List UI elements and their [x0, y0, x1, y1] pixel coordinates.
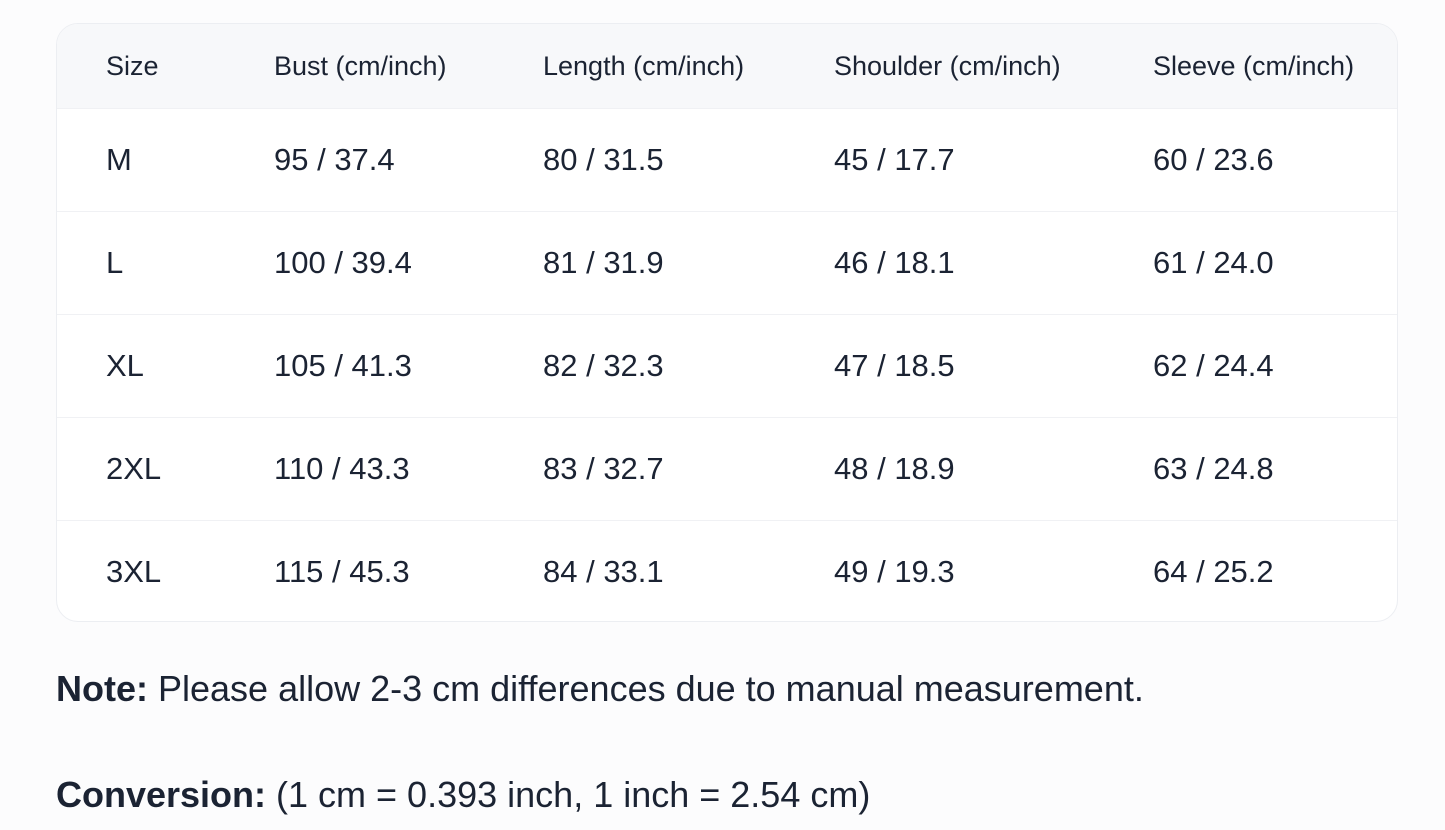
cell-shoulder: 45 / 17.7	[834, 108, 1153, 212]
cell-bust: 100 / 39.4	[274, 211, 543, 315]
table-row: L 100 / 39.4 81 / 31.9 46 / 18.1 61 / 24.0	[57, 211, 1397, 315]
conversion-text: (1 cm = 0.393 inch, 1 inch = 2.54 cm)	[266, 774, 871, 815]
table-header-row: Size Bust (cm/inch) Length (cm/inch) Sho…	[57, 24, 1397, 109]
cell-size: L	[57, 211, 274, 315]
cell-length: 84 / 33.1	[543, 520, 834, 621]
cell-shoulder: 47 / 18.5	[834, 314, 1153, 418]
cell-shoulder: 48 / 18.9	[834, 417, 1153, 521]
table-row: XL 105 / 41.3 82 / 32.3 47 / 18.5 62 / 24.4	[57, 314, 1397, 418]
cell-sleeve: 60 / 23.6	[1153, 108, 1397, 212]
cell-size: 2XL	[57, 417, 274, 521]
cell-size: 3XL	[57, 520, 274, 621]
cell-size: M	[57, 108, 274, 212]
note-text: Please allow 2-3 cm differences due to m…	[148, 668, 1144, 709]
header-bust: Bust (cm/inch)	[274, 24, 543, 109]
cell-bust: 110 / 43.3	[274, 417, 543, 521]
cell-bust: 115 / 45.3	[274, 520, 543, 621]
cell-shoulder: 49 / 19.3	[834, 520, 1153, 621]
conversion: Conversion: (1 cm = 0.393 inch, 1 inch =…	[56, 774, 870, 816]
cell-sleeve: 62 / 24.4	[1153, 314, 1397, 418]
header-length: Length (cm/inch)	[543, 24, 834, 109]
cell-length: 83 / 32.7	[543, 417, 834, 521]
cell-length: 81 / 31.9	[543, 211, 834, 315]
table-row: 3XL 115 / 45.3 84 / 33.1 49 / 19.3 64 / 25.2	[57, 520, 1397, 621]
cell-bust: 105 / 41.3	[274, 314, 543, 418]
header-shoulder: Shoulder (cm/inch)	[834, 24, 1153, 109]
cell-bust: 95 / 37.4	[274, 108, 543, 212]
cell-sleeve: 63 / 24.8	[1153, 417, 1397, 521]
cell-length: 80 / 31.5	[543, 108, 834, 212]
cell-size: XL	[57, 314, 274, 418]
cell-length: 82 / 32.3	[543, 314, 834, 418]
header-size: Size	[57, 24, 274, 109]
cell-sleeve: 64 / 25.2	[1153, 520, 1397, 621]
note-label: Note:	[56, 668, 148, 709]
cell-shoulder: 46 / 18.1	[834, 211, 1153, 315]
size-chart-table: Size Bust (cm/inch) Length (cm/inch) Sho…	[56, 23, 1398, 622]
table-row: M 95 / 37.4 80 / 31.5 45 / 17.7 60 / 23.6	[57, 108, 1397, 212]
table-row: 2XL 110 / 43.3 83 / 32.7 48 / 18.9 63 / 24.8	[57, 417, 1397, 521]
note: Note: Please allow 2-3 cm differences du…	[56, 668, 1144, 710]
header-sleeve: Sleeve (cm/inch)	[1153, 24, 1397, 109]
cell-sleeve: 61 / 24.0	[1153, 211, 1397, 315]
conversion-label: Conversion:	[56, 774, 267, 815]
